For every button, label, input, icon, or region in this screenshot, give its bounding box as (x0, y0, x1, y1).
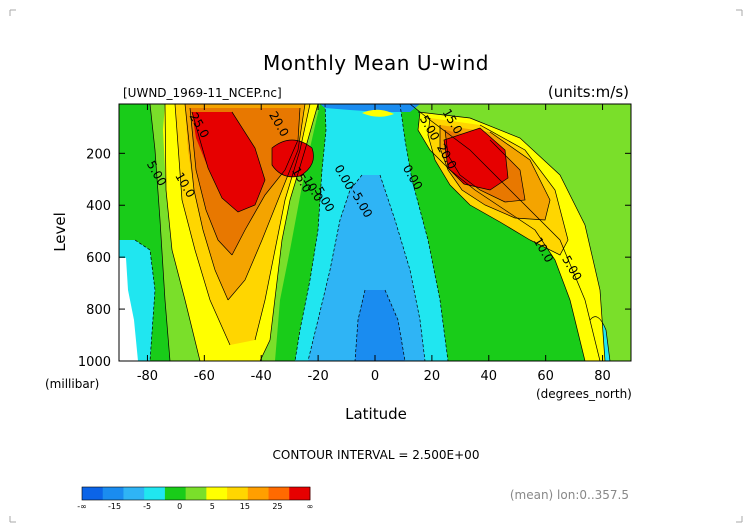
colorbar-swatch (82, 487, 104, 500)
colorbar-label: -15 (108, 502, 121, 511)
y-tick-label: 200 (86, 147, 111, 162)
colorbar-swatch (289, 487, 311, 500)
y-axis: 200 400 600 800 1000 (78, 147, 631, 370)
chart-title: Monthly Mean U-wind (263, 51, 489, 75)
x-axis-units: (degrees_north) (536, 387, 632, 401)
contour-lines (134, 104, 611, 361)
x-tick-label: 20 (424, 369, 441, 384)
crop-marks (9, 9, 743, 523)
colorbar-label: 0 (177, 502, 182, 511)
colorbar-swatch (247, 487, 269, 500)
x-tick-label: 60 (537, 369, 554, 384)
band-light-green-north (410, 104, 631, 361)
y-axis-units: (millibar) (45, 377, 99, 391)
band-top-yellow (362, 109, 394, 117)
colorbar-label: 5 (210, 502, 215, 511)
contour-interval: CONTOUR INTERVAL = 2.500E+00 (273, 448, 480, 462)
footer-note: (mean) lon:0..357.5 (510, 488, 629, 502)
units-label: (units:m/s) (548, 83, 629, 101)
band-blue-center (355, 290, 405, 361)
x-tick-label: -60 (194, 369, 215, 384)
colorbar-label: 25 (272, 502, 282, 511)
x-tick-label: 80 (594, 369, 611, 384)
band-white-west (119, 258, 138, 361)
colorbar-swatch (227, 487, 249, 500)
colorbar-swatch (144, 487, 166, 500)
colorbar-label: ∞ (307, 502, 314, 511)
band-red-south (192, 112, 265, 212)
colorbar-label: 15 (240, 502, 250, 511)
band-red-south-2 (272, 140, 314, 177)
file-label: [UWND_1969-11_NCEP.nc] (123, 86, 282, 100)
colorbar-swatch (164, 487, 187, 500)
colorbar: -∞ -15 -5 0 5 15 25 ∞ (77, 486, 314, 511)
y-tick-label: 400 (86, 199, 111, 214)
band-top-blue (320, 104, 420, 112)
x-tick-label: 0 (371, 369, 379, 384)
colorbar-swatch (185, 487, 207, 500)
colorbar-label: -5 (143, 502, 151, 511)
contour-field (119, 104, 631, 361)
colorbar-swatch (123, 487, 145, 500)
y-tick-label: 800 (86, 303, 111, 318)
colorbar-swatch (102, 487, 124, 500)
x-tick-label: 40 (481, 369, 498, 384)
x-tick-label: -80 (137, 369, 158, 384)
x-tick-label: -20 (307, 369, 328, 384)
colorbar-label: -∞ (77, 502, 87, 511)
x-tick-label: -40 (251, 369, 272, 384)
x-axis: -80 -60 -40 -20 0 20 40 60 80 (137, 104, 611, 384)
x-axis-label: Latitude (345, 405, 407, 423)
y-axis-label: Level (51, 212, 69, 252)
colorbar-frame (81, 486, 311, 501)
colorbar-swatch (206, 487, 228, 500)
colorbar-swatch (268, 487, 290, 500)
y-tick-label: 600 (86, 251, 111, 266)
y-tick-label: 1000 (78, 355, 111, 370)
